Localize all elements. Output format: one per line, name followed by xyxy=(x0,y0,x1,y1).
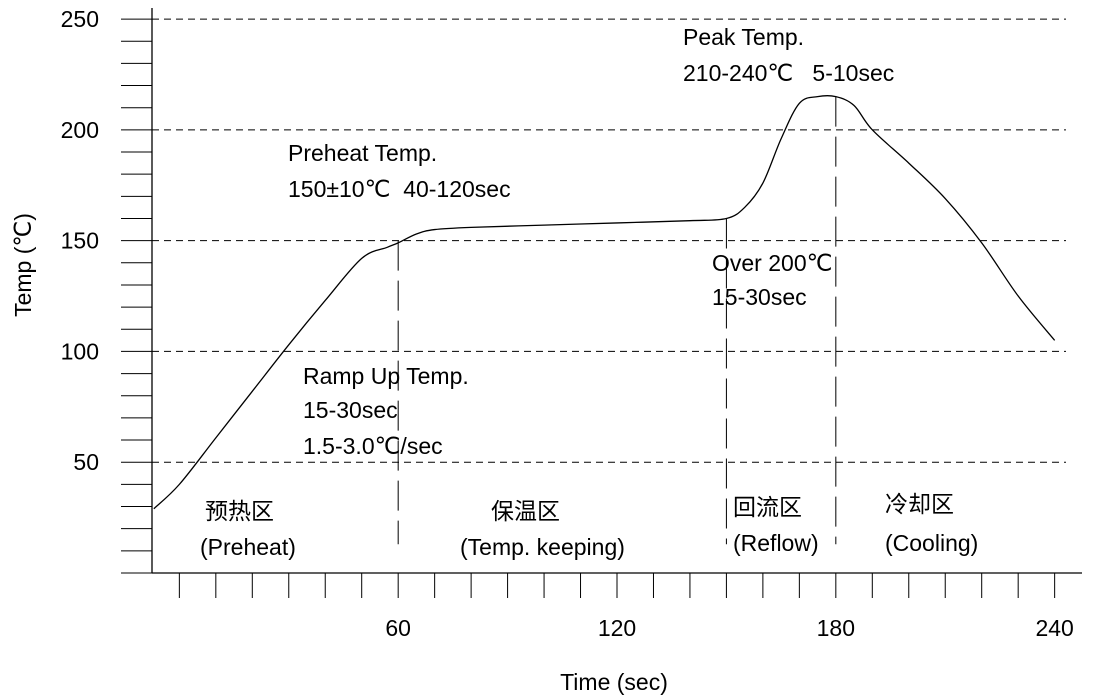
x-tick-label-180: 180 xyxy=(817,615,855,641)
x-tick-label-60: 60 xyxy=(385,615,411,641)
y-ticks: 50 100 150 200 250 xyxy=(61,6,152,574)
ramp-up-title: Ramp Up Temp. xyxy=(303,363,469,389)
ramp-up-rate: 1.5-3.0℃/sec xyxy=(303,433,443,459)
x-tick-label-240: 240 xyxy=(1035,615,1073,641)
zone-temp-keeping: 保温区 (Temp. keeping) xyxy=(460,499,625,560)
ramp-up-annotation: Ramp Up Temp. 15-30sec 1.5-3.0℃/sec xyxy=(303,363,469,459)
zone-cooling: 冷却区 (Cooling) xyxy=(885,492,978,556)
y-tick-label-200: 200 xyxy=(61,117,99,143)
zone-cooling-cn: 冷却区 xyxy=(885,492,954,518)
peak-temp-title: Peak Temp. xyxy=(683,24,804,50)
preheat-temp-title: Preheat Temp. xyxy=(288,140,437,166)
over-200-detail: 15-30sec xyxy=(712,284,807,310)
x-axis-title: Time (sec) xyxy=(560,669,668,695)
x-tick-label-120: 120 xyxy=(598,615,636,641)
y-tick-label-250: 250 xyxy=(61,6,99,32)
zone-reflow-cn: 回流区 xyxy=(733,495,802,521)
zone-temp-keeping-cn: 保温区 xyxy=(491,499,560,525)
x-ticks: 60 120 180 240 xyxy=(178,573,1074,641)
temperature-curve xyxy=(153,95,1056,510)
y-tick-label-50: 50 xyxy=(73,449,99,475)
over-200-title: Over 200℃ xyxy=(712,250,832,276)
zone-preheat-en: (Preheat) xyxy=(200,534,296,560)
grid-lines xyxy=(152,18,1066,463)
zone-reflow: 回流区 (Reflow) xyxy=(733,495,819,556)
y-tick-label-100: 100 xyxy=(61,338,99,364)
zone-temp-keeping-en: (Temp. keeping) xyxy=(460,534,625,560)
ramp-up-duration: 15-30sec xyxy=(303,397,398,423)
preheat-temp-detail: 150±10℃ 40-120sec xyxy=(288,176,511,202)
zone-preheat: 预热区 (Preheat) xyxy=(200,499,296,560)
peak-temp-detail: 210-240℃ 5-10sec xyxy=(683,60,894,86)
preheat-temp-annotation: Preheat Temp. 150±10℃ 40-120sec xyxy=(288,140,511,202)
phase-marker-lines xyxy=(397,96,837,545)
over-200-annotation: Over 200℃ 15-30sec xyxy=(712,250,832,310)
zone-preheat-cn: 预热区 xyxy=(205,499,274,525)
zone-cooling-en: (Cooling) xyxy=(885,530,978,556)
zone-reflow-en: (Reflow) xyxy=(733,530,819,556)
peak-temp-annotation: Peak Temp. 210-240℃ 5-10sec xyxy=(683,24,894,86)
y-tick-label-150: 150 xyxy=(61,228,99,254)
y-axis-title: Temp (℃) xyxy=(10,213,36,317)
